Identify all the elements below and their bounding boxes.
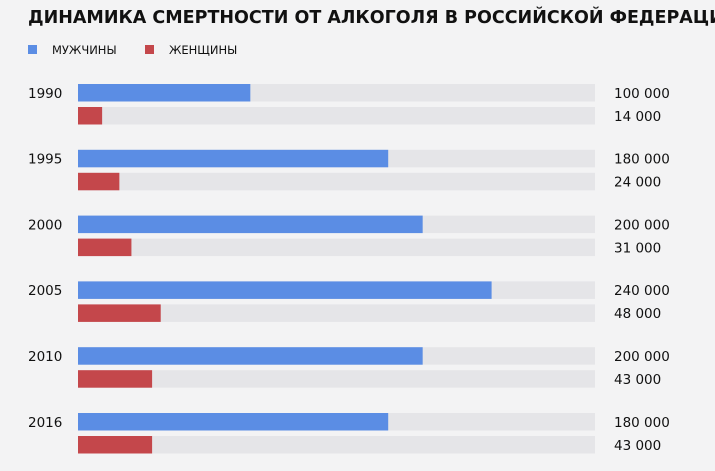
category-label: 2000	[28, 217, 62, 233]
bar-track	[78, 370, 595, 388]
category-label: 2010	[28, 349, 62, 365]
value-label: 31 000	[614, 240, 661, 256]
bar	[78, 149, 389, 168]
category-label: 2016	[28, 415, 62, 431]
category-label: 1995	[28, 152, 62, 168]
legend-swatch	[28, 45, 37, 54]
bar	[78, 215, 423, 234]
value-label: 240 000	[614, 283, 670, 299]
bar-track	[78, 304, 595, 322]
bar	[78, 347, 423, 365]
legend-label: ЖЕНЩИНЫ	[169, 43, 237, 57]
chart-title: ДИНАМИКА СМЕРТНОСТИ ОТ АЛКОГОЛЯ В РОССИЙ…	[28, 6, 715, 28]
legend-label: МУЖЧИНЫ	[52, 43, 117, 57]
bar	[78, 172, 120, 191]
bar	[78, 436, 153, 454]
value-label: 43 000	[614, 372, 661, 388]
value-label: 43 000	[614, 438, 661, 454]
value-label: 180 000	[614, 152, 670, 168]
value-label: 200 000	[614, 217, 670, 233]
bar	[78, 304, 161, 322]
bar-track	[78, 172, 595, 191]
category-label: 1990	[28, 86, 62, 102]
bar	[78, 238, 132, 257]
bar-track	[78, 436, 595, 454]
bar	[78, 107, 103, 125]
value-label: 180 000	[614, 415, 670, 431]
bar	[78, 413, 389, 431]
value-label: 48 000	[614, 306, 661, 322]
bar	[78, 84, 251, 102]
value-label: 14 000	[614, 109, 661, 125]
value-label: 100 000	[614, 86, 670, 102]
value-label: 200 000	[614, 349, 670, 365]
bar-track	[78, 238, 595, 257]
category-label: 2005	[28, 283, 62, 299]
bar	[78, 370, 153, 388]
legend-swatch	[145, 45, 154, 54]
bar-track	[78, 107, 595, 125]
value-label: 24 000	[614, 175, 661, 191]
bar	[78, 281, 492, 299]
